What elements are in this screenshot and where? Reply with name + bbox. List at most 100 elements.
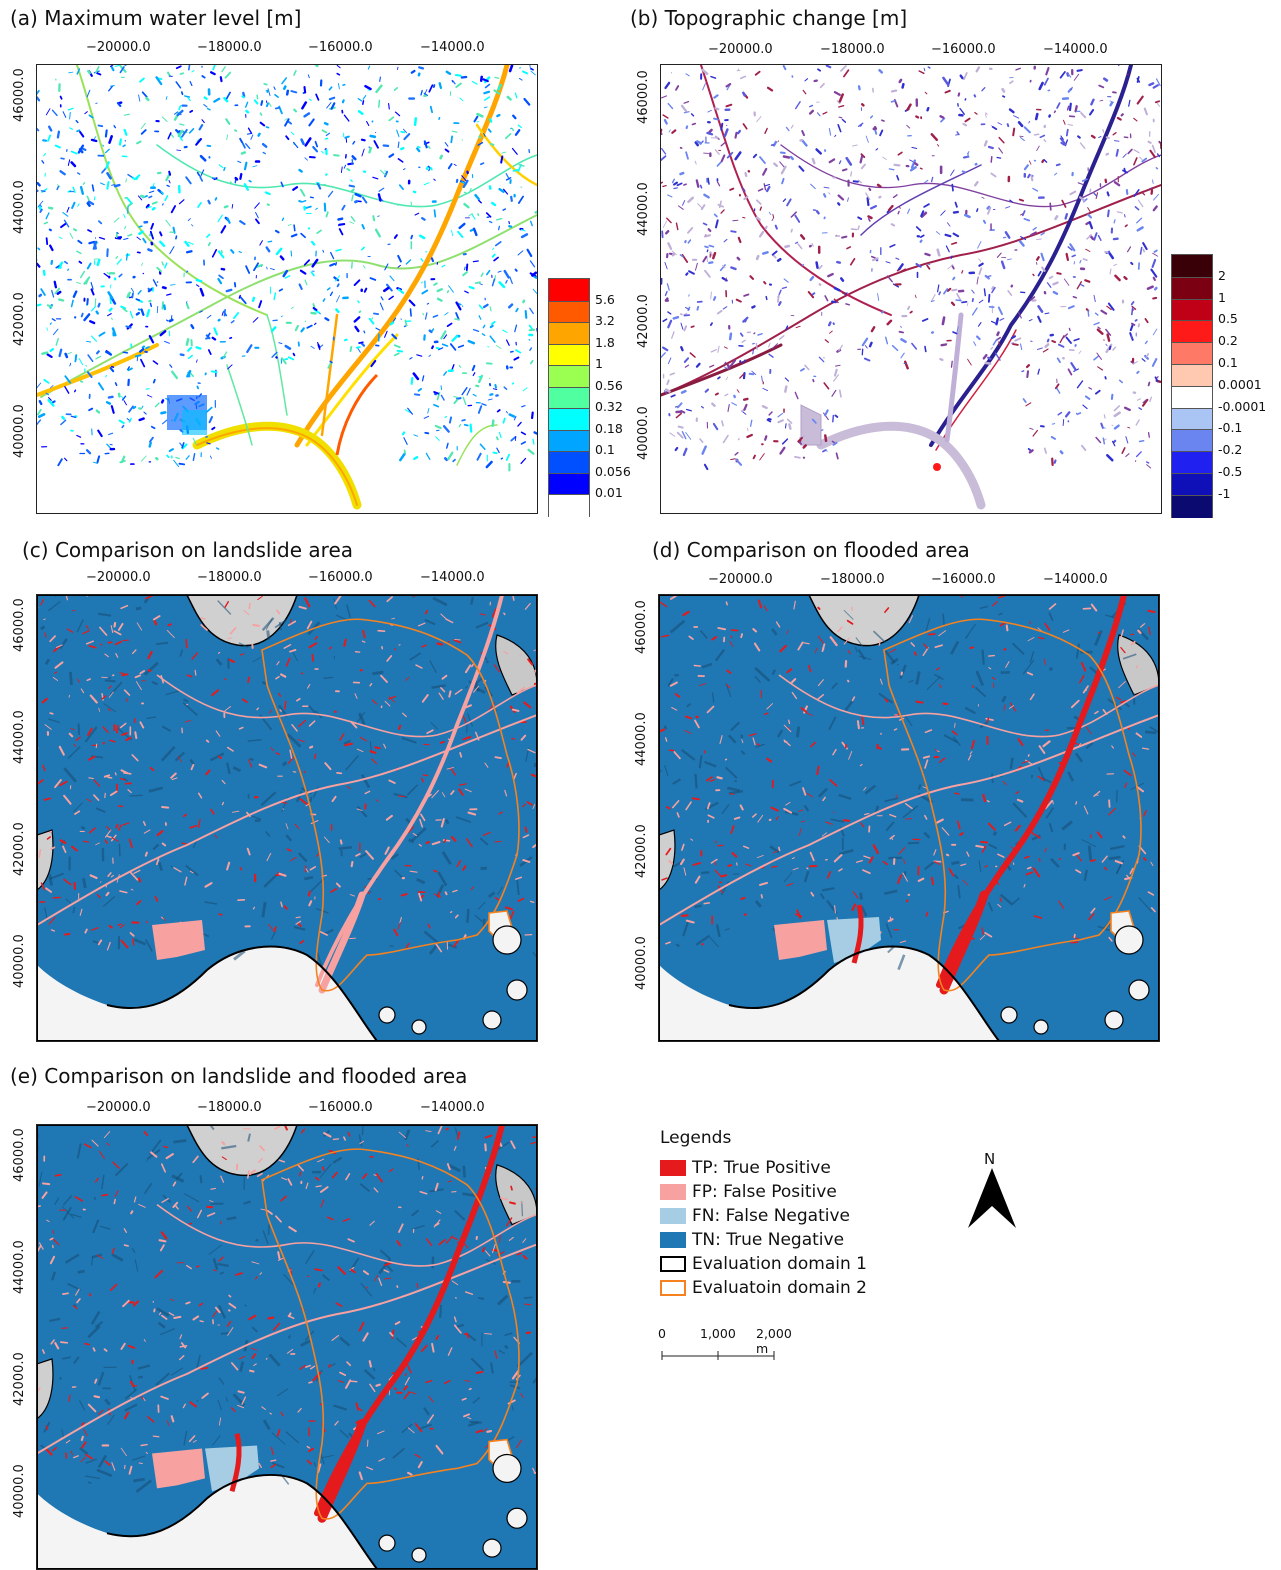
topo-change-swatch <box>1172 342 1212 365</box>
x-tick-b-4: −14000.0 <box>1043 42 1108 57</box>
x-tick-a-3: −16000.0 <box>308 40 373 55</box>
x-tick-d-1: −20000.0 <box>708 572 773 587</box>
panel-a-title: (a) Maximum water level [m] <box>10 6 302 30</box>
legend-label: Evaluation domain 1 <box>692 1254 867 1274</box>
water-level-label: 0.1 <box>595 442 615 457</box>
y-tick-a-1: 46000.0 <box>12 68 27 122</box>
map-legend: Legends TP: True Positive FP: False Posit… <box>660 1128 867 1300</box>
x-tick-c-2: −18000.0 <box>197 570 262 585</box>
legend-item: FN: False Negative <box>660 1204 867 1228</box>
water-level-swatch <box>549 365 589 388</box>
legend-swatch <box>660 1160 686 1176</box>
topo-change-swatch <box>1172 407 1212 431</box>
topo-change-label: 0.2 <box>1218 333 1238 349</box>
water-level-label: 0.32 <box>595 399 623 414</box>
north-label: N <box>984 1150 996 1168</box>
legend-item: Evaluation domain 1 <box>660 1252 867 1276</box>
topo-change-swatch <box>1172 451 1212 474</box>
x-tick-d-3: −16000.0 <box>931 572 996 587</box>
water-level-label: 3.2 <box>595 313 615 328</box>
topo-change-label: -1 <box>1218 485 1231 501</box>
legend-swatch <box>660 1280 686 1296</box>
x-tick-e-1: −20000.0 <box>86 1100 151 1115</box>
x-tick-b-3: −16000.0 <box>931 42 996 57</box>
panel-c-title: (c) Comparison on landslide area <box>22 538 354 562</box>
scale-label-2000: 2,000 m <box>756 1326 792 1356</box>
legend-item: Evaluatoin domain 2 <box>660 1276 867 1300</box>
x-tick-e-4: −14000.0 <box>420 1100 485 1115</box>
topo-change-label: -0.5 <box>1218 464 1243 479</box>
water-level-label: 5.6 <box>595 291 615 307</box>
topo-change-label: -0.0001 <box>1218 398 1267 414</box>
scale-label-1000: 1,000 <box>700 1326 736 1341</box>
topo-change-swatch <box>1172 320 1212 344</box>
water-level-swatch <box>549 494 589 517</box>
water-level-label: 1.8 <box>595 334 615 350</box>
map-comparison-landslide-flooded <box>36 1124 538 1570</box>
topo-change-label: 1 <box>1218 289 1226 305</box>
y-tick-e-1: 46000.0 <box>12 1128 27 1182</box>
x-tick-b-1: −20000.0 <box>708 42 773 57</box>
topo-change-swatch <box>1172 276 1212 300</box>
panel-b-title: (b) Topographic change [m] <box>630 6 908 30</box>
x-tick-d-4: −14000.0 <box>1043 572 1108 587</box>
north-arrow: N <box>964 1150 1020 1238</box>
water-level-label: 0.056 <box>595 463 631 479</box>
x-tick-b-2: −18000.0 <box>820 42 885 57</box>
water-level-label: 0.56 <box>595 377 623 393</box>
north-arrow-icon <box>968 1168 1016 1228</box>
water-level-label: 0.18 <box>595 420 623 436</box>
y-tick-b-2: 44000.0 <box>636 182 651 236</box>
water-level-swatch <box>549 279 589 301</box>
y-tick-c-3: 42000.0 <box>12 822 27 876</box>
map-comparison-landslide <box>36 594 538 1042</box>
legend-swatch <box>660 1184 686 1200</box>
topo-change-label: 0.5 <box>1218 311 1238 327</box>
topo-change-swatch <box>1172 298 1212 322</box>
y-tick-b-1: 46000.0 <box>636 70 651 124</box>
water-level-swatch <box>549 408 589 431</box>
legend-label: TP: True Positive <box>692 1158 831 1178</box>
scale-bar-graphic <box>661 1351 775 1360</box>
x-tick-a-1: −20000.0 <box>86 40 151 55</box>
x-tick-e-3: −16000.0 <box>308 1100 373 1115</box>
water-level-swatch <box>549 343 589 366</box>
water-level-swatch <box>549 429 589 452</box>
legend-label: Evaluatoin domain 2 <box>692 1278 867 1298</box>
x-tick-a-2: −18000.0 <box>197 40 262 55</box>
panel-e-title: (e) Comparison on landslide and flooded … <box>10 1064 468 1088</box>
x-tick-a-4: −14000.0 <box>420 40 485 55</box>
topo-change-label: 0.0001 <box>1218 376 1262 392</box>
topo-change-swatch <box>1172 364 1212 387</box>
legend-swatch <box>660 1256 686 1272</box>
x-tick-e-2: −18000.0 <box>197 1100 262 1115</box>
map-topographic-change <box>660 64 1162 514</box>
x-tick-c-3: −16000.0 <box>308 570 373 585</box>
y-tick-a-3: 42000.0 <box>12 292 27 346</box>
water-level-label: 0.01 <box>595 485 623 500</box>
map-comparison-flooded <box>658 594 1160 1042</box>
y-tick-d-2: 44000.0 <box>634 712 649 766</box>
water-level-swatch <box>549 386 589 409</box>
colorbar-topographic-change: 2 1 0.5 0.2 0.1 0.0001 -0.0001 -0.1 -0.2 -0.5 -1 <box>1171 254 1266 518</box>
legend-label: FN: False Negative <box>692 1206 850 1226</box>
water-level-swatch <box>549 451 589 474</box>
legend-label: FP: False Positive <box>692 1182 837 1202</box>
y-tick-b-3: 42000.0 <box>636 294 651 348</box>
topo-change-label: 0.1 <box>1218 355 1238 370</box>
y-tick-e-4: 40000.0 <box>12 1464 27 1518</box>
water-level-swatch <box>549 300 589 323</box>
y-tick-a-2: 44000.0 <box>12 180 27 234</box>
legend-item: FP: False Positive <box>660 1180 867 1204</box>
topo-change-swatch <box>1172 429 1212 453</box>
legend-swatch <box>660 1208 686 1224</box>
topo-change-label: -0.1 <box>1218 420 1243 436</box>
water-level-swatch <box>549 472 589 495</box>
colorbar-water-level: 5.6 3.2 1.8 1 0.56 0.32 0.18 0.1 0.056 0.01 <box>548 278 631 517</box>
scale-bar: 0 1,000 2,000 m <box>658 1326 800 1369</box>
scale-label-0: 0 <box>658 1326 666 1341</box>
topo-change-swatch <box>1172 494 1212 518</box>
panel-d-title: (d) Comparison on flooded area <box>652 538 970 562</box>
y-tick-a-4: 40000.0 <box>12 404 27 458</box>
y-tick-d-4: 40000.0 <box>634 936 649 990</box>
